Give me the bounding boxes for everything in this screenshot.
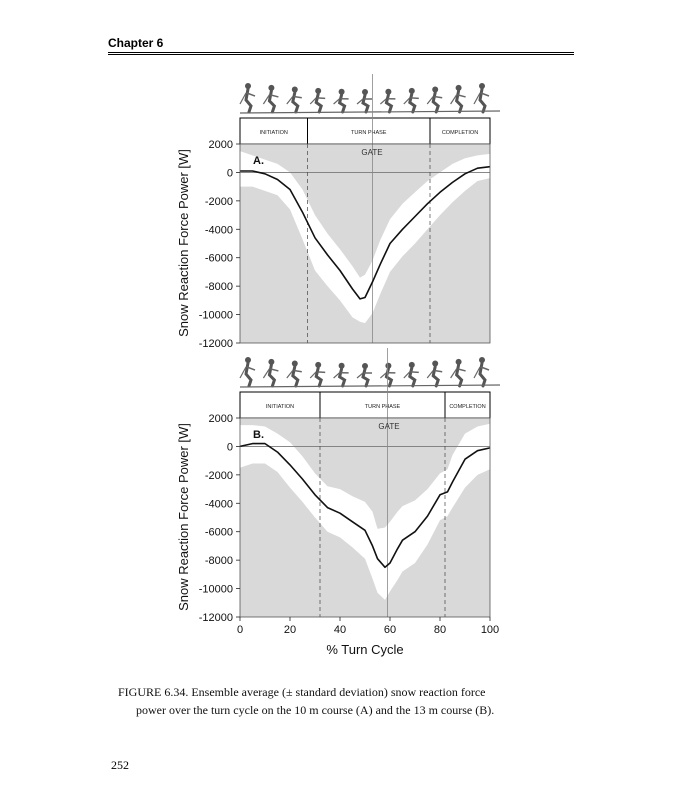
- skier-figure-b-0: [239, 357, 256, 388]
- page-number: 252: [111, 758, 129, 772]
- mean-line-b: [239, 442, 491, 569]
- phase-label-a-initiation: INITIATION: [260, 130, 288, 136]
- std-band-a: [240, 151, 490, 324]
- phase-label-a-completion: COMPLETION: [442, 130, 478, 136]
- y-tick-label-a-0: 2000: [209, 139, 233, 151]
- x-tick-label-5: 100: [481, 624, 499, 636]
- skier-figure-a-9: [450, 84, 466, 114]
- skier-figure-a-10: [473, 83, 490, 114]
- caption-line-2: power over the turn cycle on the 10 m co…: [136, 703, 495, 717]
- figure-caption: FIGURE 6.34. Ensemble average (± standar…: [118, 683, 588, 719]
- y-axis-label-a: Snow Reaction Force Power [W]: [176, 149, 191, 337]
- skier-sequence-a: [239, 83, 501, 114]
- gate-label-a: GATE: [361, 148, 382, 157]
- skier-figure-a-2: [286, 86, 302, 114]
- plot-a: 2000 0 -2000 -4000 -6000 -8000 -10000 -12000: [199, 74, 491, 350]
- skier-figure-a-5: [356, 89, 372, 114]
- skier-figure-a-7: [403, 87, 419, 114]
- y-tick-label-b-4: -6000: [205, 527, 233, 539]
- x-tick-label-1: 20: [284, 624, 296, 636]
- y-tick-label-b-6: -10000: [199, 584, 233, 596]
- mean-line-a: [240, 165, 491, 300]
- skier-figure-b-9: [450, 358, 466, 388]
- ski-line-b: [239, 384, 501, 388]
- y-tick-label-a-4: -6000: [205, 253, 233, 265]
- plot-frame-a: [239, 143, 491, 344]
- x-tick-label-3: 60: [384, 624, 396, 636]
- plot-b: 2000 0 -2000 -4000 -6000 -8000 -10000 -12000 0 20…: [199, 348, 499, 636]
- std-band-b: [240, 423, 490, 600]
- phase-label-b-turn: TURN PHASE: [365, 404, 401, 410]
- x-axis-label: % Turn Cycle: [326, 642, 403, 657]
- y-tick-label-a-2: -2000: [205, 196, 233, 208]
- y-tick-label-a-7: -12000: [199, 338, 233, 350]
- skier-figure-a-0: [239, 83, 256, 114]
- skier-figure-b-4: [333, 362, 349, 388]
- y-tick-label-b-3: -4000: [205, 498, 233, 510]
- ski-line-a: [239, 110, 501, 114]
- skier-figure-b-10: [473, 357, 490, 388]
- panel-label-b: B.: [253, 429, 264, 441]
- chapter-header: Chapter 6: [108, 36, 164, 50]
- skier-figure-b-7: [403, 361, 419, 388]
- y-axis-label-b: Snow Reaction Force Power [W]: [176, 423, 191, 611]
- plot-frame-b: [239, 417, 491, 618]
- skier-figure-b-5: [356, 363, 372, 388]
- y-tick-label-b-2: -2000: [205, 470, 233, 482]
- skier-figure-a-1: [262, 84, 279, 114]
- y-tick-label-a-1: 0: [227, 167, 233, 179]
- y-tick-label-b-5: -8000: [205, 555, 233, 567]
- y-tick-label-b-1: 0: [227, 441, 233, 453]
- skier-figure-a-3: [309, 87, 326, 114]
- skier-figure-b-8: [426, 360, 443, 388]
- skier-figure-b-2: [286, 360, 302, 388]
- phase-header-b: INITIATION TURN PHASE COMPLETION: [239, 391, 491, 419]
- gate-label-b: GATE: [378, 422, 399, 431]
- phase-label-b-completion: COMPLETION: [449, 404, 485, 410]
- phase-label-a-turn: TURN PHASE: [351, 130, 387, 136]
- skier-figure-a-8: [426, 86, 443, 114]
- phase-header-a: INITIATION TURN PHASE COMPLETION: [239, 117, 491, 145]
- x-tick-label-2: 40: [334, 624, 346, 636]
- header-rule-top: [108, 52, 574, 53]
- header-rule-bottom: [108, 54, 574, 55]
- y-tick-label-a-3: -4000: [205, 224, 233, 236]
- caption-line-1: FIGURE 6.34. Ensemble average (± standar…: [118, 685, 486, 699]
- skier-figure-a-6: [380, 88, 396, 114]
- x-tick-label-4: 80: [434, 624, 446, 636]
- y-tick-label-a-5: -8000: [205, 281, 233, 293]
- y-tick-label-a-6: -10000: [199, 310, 233, 322]
- panel-label-a: A.: [253, 155, 264, 167]
- phase-label-b-initiation: INITIATION: [266, 404, 294, 410]
- skier-figure-a-4: [333, 88, 349, 114]
- y-tick-label-b-0: 2000: [209, 413, 233, 425]
- y-tick-label-b-7: -12000: [199, 612, 233, 624]
- skier-sequence-b: [239, 357, 501, 388]
- skier-figure-b-1: [262, 358, 279, 388]
- x-tick-label-0: 0: [237, 624, 243, 636]
- skier-figure-b-3: [309, 361, 326, 388]
